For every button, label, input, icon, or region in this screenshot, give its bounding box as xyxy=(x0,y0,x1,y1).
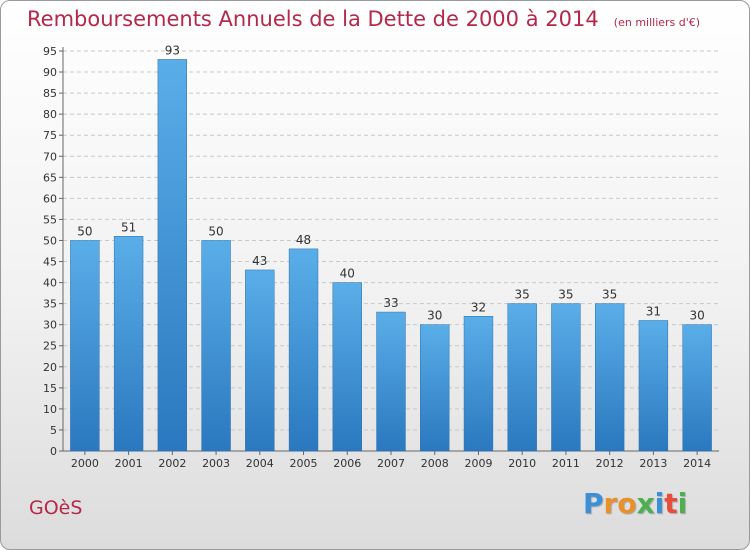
data-label-2003: 50 xyxy=(208,224,223,238)
y-tick-label: 45 xyxy=(43,256,57,269)
y-tick-label: 75 xyxy=(43,129,57,142)
logo-letter: o xyxy=(617,487,637,520)
bar-2011 xyxy=(551,303,581,452)
x-tick-label-2004: 2004 xyxy=(246,457,274,470)
y-tick-label: 85 xyxy=(43,87,57,100)
data-label-2012: 35 xyxy=(602,288,617,302)
logo-letter: i xyxy=(677,487,688,520)
y-tick-label: 30 xyxy=(43,319,57,332)
bar-2002 xyxy=(157,59,188,452)
y-tick-label: 65 xyxy=(43,171,57,184)
data-label-2011: 35 xyxy=(558,288,573,302)
bar-2006 xyxy=(332,282,362,452)
y-tick-label: 55 xyxy=(43,213,57,226)
bar-2009 xyxy=(463,316,494,452)
x-tick-label-2000: 2000 xyxy=(71,457,99,470)
bar-2013 xyxy=(638,320,669,452)
y-tick-label: 20 xyxy=(43,361,57,374)
label-layer: 50 2000 51 2001 93 2002 50 2003 43 2004 48 2005 40 20… xyxy=(71,43,711,470)
y-tick-label: 80 xyxy=(43,108,57,121)
y-tick-label: 35 xyxy=(43,298,57,311)
chart-title-block: Remboursements Annuels de la Dette de 20… xyxy=(27,7,700,31)
x-tick-label-2005: 2005 xyxy=(290,457,318,470)
bar-2000 xyxy=(70,240,100,452)
x-tick-label-2011: 2011 xyxy=(552,457,580,470)
x-tick-label-2012: 2012 xyxy=(596,457,624,470)
x-tick-label-2001: 2001 xyxy=(115,457,143,470)
y-tick-label: 50 xyxy=(43,234,57,247)
x-tick-label-2007: 2007 xyxy=(377,457,405,470)
chart-unit: (en milliers d'€) xyxy=(613,16,701,29)
logo-letter: P xyxy=(583,487,604,520)
x-tick-label-2009: 2009 xyxy=(464,457,492,470)
bar-2003 xyxy=(201,240,231,452)
x-tick-label-2008: 2008 xyxy=(421,457,449,470)
x-tick-label-2010: 2010 xyxy=(508,457,536,470)
bar-2014 xyxy=(682,324,712,452)
data-label-2001: 51 xyxy=(121,220,136,234)
bar-layer xyxy=(70,59,712,452)
data-label-2009: 32 xyxy=(471,300,486,314)
data-label-2002: 93 xyxy=(165,43,180,57)
bar-2012 xyxy=(594,303,625,452)
y-tick-label: 5 xyxy=(50,424,57,437)
commune-name: GOèS xyxy=(29,497,83,519)
y-tick-label: 90 xyxy=(43,66,57,79)
y-tick-label: 60 xyxy=(43,192,57,205)
logo-letter: i xyxy=(654,487,665,520)
data-label-2010: 35 xyxy=(515,288,530,302)
data-label-2004: 43 xyxy=(252,254,267,268)
logo-letter: r xyxy=(603,487,618,520)
x-tick-label-2013: 2013 xyxy=(639,457,667,470)
y-tick-label: 0 xyxy=(50,445,57,458)
y-tick-label: 25 xyxy=(43,340,57,353)
bar-2008 xyxy=(420,324,450,452)
logo-letter: t xyxy=(664,487,678,520)
y-tick-label: 10 xyxy=(43,403,57,416)
y-tick-label: 70 xyxy=(43,150,57,163)
y-tick-label: 95 xyxy=(43,45,57,58)
bar-2007 xyxy=(376,311,406,452)
logo-letter: x xyxy=(636,487,655,520)
x-tick-label-2006: 2006 xyxy=(333,457,361,470)
bar-2005 xyxy=(288,248,319,452)
data-label-2008: 30 xyxy=(427,309,442,323)
data-label-2014: 30 xyxy=(689,309,704,323)
data-label-2000: 50 xyxy=(77,224,92,238)
proxiti-logo: Proxiti xyxy=(583,487,687,520)
y-tick-label: 40 xyxy=(43,277,57,290)
chart-title: Remboursements Annuels de la Dette de 20… xyxy=(27,7,599,31)
x-tick-label-2002: 2002 xyxy=(158,457,186,470)
y-tick-label: 15 xyxy=(43,382,57,395)
bar-2001 xyxy=(113,236,144,452)
bar-2004 xyxy=(245,269,275,452)
bar-2010 xyxy=(507,303,537,452)
data-label-2006: 40 xyxy=(340,267,355,281)
data-label-2005: 48 xyxy=(296,233,311,247)
x-tick-label-2003: 2003 xyxy=(202,457,230,470)
x-tick-label-2014: 2014 xyxy=(683,457,711,470)
data-label-2007: 33 xyxy=(383,296,398,310)
data-label-2013: 31 xyxy=(646,304,661,318)
